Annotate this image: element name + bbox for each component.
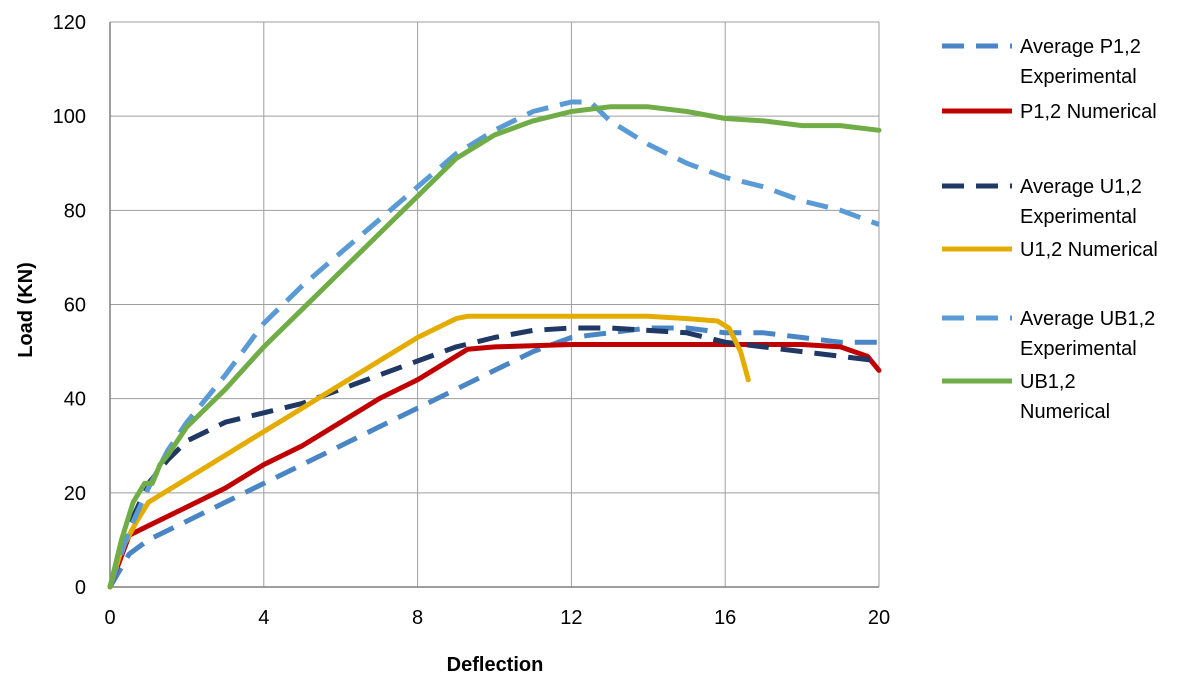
- x-tick-label: 20: [868, 607, 890, 629]
- y-tick-label: 80: [64, 200, 86, 222]
- y-tick-label: 60: [64, 295, 86, 317]
- series-line-5: [107, 104, 882, 590]
- legend-entry-2: Average U1,2 Experimental: [942, 176, 1142, 228]
- legend-label: UB1,2: [1020, 371, 1076, 393]
- legend-label: Experimental: [1020, 338, 1137, 360]
- series-line-0: [107, 325, 879, 589]
- y-tick-label: 40: [64, 389, 86, 411]
- series-line-1: [107, 342, 882, 590]
- x-tick-label: 8: [412, 607, 423, 629]
- series-line-3: [107, 313, 751, 590]
- y-axis-tick-labels: 0 20 40 60 80 100 120: [53, 12, 86, 599]
- x-tick-label: 4: [258, 607, 269, 629]
- gridlines: [109, 21, 880, 588]
- series-line-4: [107, 99, 880, 588]
- legend-label: U1,2 Numerical: [1020, 239, 1158, 261]
- legend-label: Average U1,2: [1020, 176, 1142, 198]
- y-tick-label: 0: [75, 577, 86, 599]
- legend-entry-1: P1,2 Numerical: [942, 101, 1157, 123]
- legend-label: Average UB1,2: [1020, 308, 1155, 330]
- legend-entry-4: Average UB1,2 Experimental: [942, 308, 1155, 360]
- y-tick-label: 20: [64, 483, 86, 505]
- series-lines: [107, 99, 882, 590]
- y-tick-label: 120: [53, 12, 86, 34]
- legend-entry-5: UB1,2 Numerical: [942, 371, 1110, 423]
- x-tick-label: 16: [714, 607, 736, 629]
- legend-label: P1,2 Numerical: [1020, 101, 1157, 123]
- legend: Average P1,2 Experimental P1,2 Numerical Av…: [942, 36, 1158, 423]
- x-axis-tick-labels: 0 4 8 12 16 20: [104, 607, 890, 629]
- plot-area-border: [109, 22, 879, 588]
- y-tick-label: 100: [53, 106, 86, 128]
- x-tick-label: 12: [560, 607, 582, 629]
- legend-label: Numerical: [1020, 401, 1110, 423]
- legend-label: Experimental: [1020, 206, 1137, 228]
- x-axis-title: Deflection: [447, 654, 544, 676]
- legend-entry-0: Average P1,2 Experimental: [942, 36, 1141, 88]
- x-tick-label: 0: [104, 607, 115, 629]
- series-line-2: [107, 325, 880, 588]
- legend-entry-3: U1,2 Numerical: [942, 239, 1158, 261]
- y-axis-title: Load (KN): [15, 262, 37, 358]
- legend-label: Experimental: [1020, 66, 1137, 88]
- legend-label: Average P1,2: [1020, 36, 1141, 58]
